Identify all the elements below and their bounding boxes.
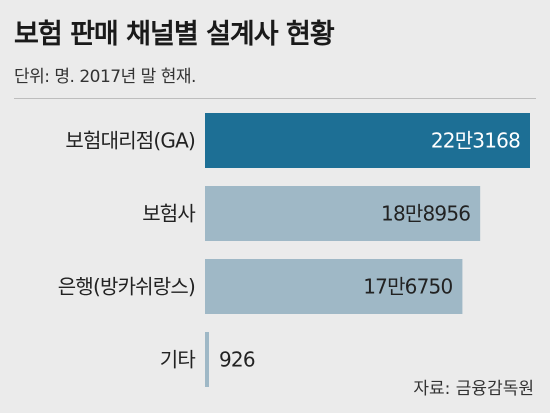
value-label-cat-2: 17만6750 [363,275,452,299]
bar-cat-0 [205,113,530,168]
value-label-cat-1: 18만8956 [381,202,470,226]
bar-cat-3 [205,332,209,387]
chart-subtitle: 단위: 명. 2017년 말 현재. [14,67,196,87]
bar-cat-2 [205,259,463,314]
source-note: 자료: 금융감독원 [413,379,534,399]
category-label-cat-2: 은행(방카쉬랑스) [58,275,195,299]
chart-title: 보험 판매 채널별 설계사 현황 [14,19,335,50]
category-label-cat-3: 기타 [160,348,196,372]
value-label-cat-3: 926 [219,348,255,372]
bar-cat-1 [205,186,481,241]
category-label-cat-0: 보험대리점(GA) [65,129,195,153]
value-label-cat-0: 22만3168 [431,129,520,153]
title-divider [14,98,536,99]
category-label-cat-1: 보험사 [142,202,195,226]
